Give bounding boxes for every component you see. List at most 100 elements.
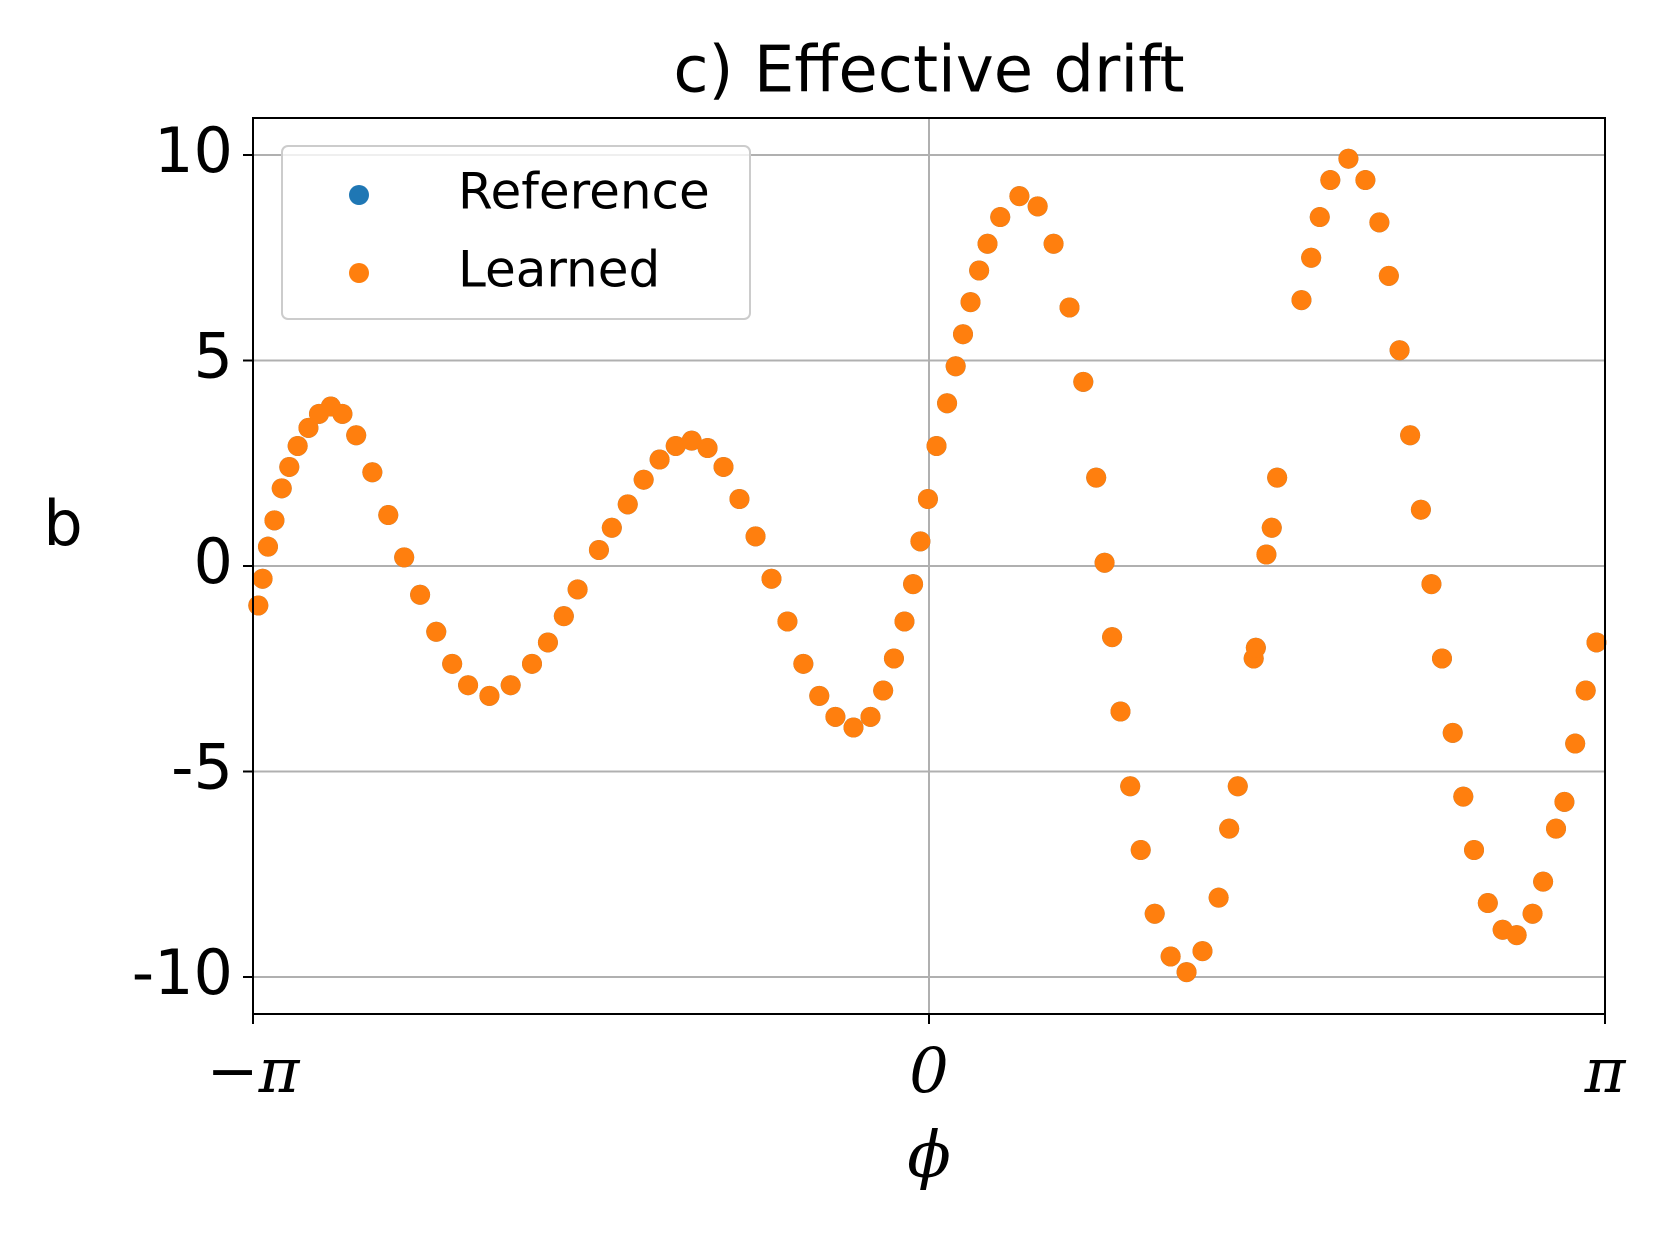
data-point [1176, 962, 1197, 983]
data-point [633, 469, 654, 490]
data-point [1464, 840, 1485, 861]
data-point [1453, 786, 1474, 807]
data-point [1522, 903, 1543, 924]
data-point [910, 531, 931, 552]
data-point [1102, 627, 1123, 648]
data-point [458, 675, 479, 696]
data-point [665, 435, 686, 456]
data-point [1586, 632, 1607, 653]
data-point [362, 462, 383, 483]
data-point [332, 403, 353, 424]
data-point [378, 505, 399, 526]
data-point [500, 675, 521, 696]
data-point [761, 568, 782, 589]
data-point [617, 494, 638, 515]
data-point [713, 456, 734, 477]
data-point [649, 449, 670, 470]
x-tick-label: π [1584, 1034, 1627, 1107]
legend-label: Learned [458, 241, 660, 299]
data-point [1144, 903, 1165, 924]
data-point [521, 653, 542, 674]
data-point [894, 611, 915, 632]
data-point [952, 324, 973, 345]
data-point [990, 207, 1011, 228]
y-axis-label: b [43, 487, 82, 560]
data-point [1554, 791, 1575, 812]
y-tick-label: 0 [194, 525, 233, 598]
legend-marker [349, 263, 369, 283]
data-point [1192, 941, 1213, 962]
data-point [1320, 170, 1341, 191]
data-point [873, 680, 894, 701]
data-point [1160, 946, 1181, 967]
data-point [1267, 467, 1288, 488]
data-point [825, 706, 846, 727]
data-point [1546, 818, 1567, 839]
data-point [537, 632, 558, 653]
data-point [1506, 925, 1527, 946]
y-tick-label: -10 [132, 936, 233, 1009]
data-point [1027, 196, 1048, 217]
data-point [1309, 207, 1330, 228]
data-point [809, 685, 830, 706]
data-point [257, 536, 278, 557]
data-point [1009, 186, 1030, 207]
data-point [394, 547, 415, 568]
data-point [969, 260, 990, 281]
data-point [1355, 170, 1376, 191]
data-point [1208, 887, 1229, 908]
data-point [1378, 265, 1399, 286]
data-point [298, 417, 319, 438]
data-point [1565, 733, 1586, 754]
data-point [601, 517, 622, 538]
data-point [553, 606, 574, 627]
data-point [479, 685, 500, 706]
data-point [1421, 574, 1442, 595]
legend-label: Reference [458, 163, 710, 221]
data-point [843, 717, 864, 738]
data-point [410, 584, 431, 605]
plot-frame [252, 117, 1606, 1015]
data-point [1227, 776, 1248, 797]
data-point [917, 489, 938, 510]
data-point [279, 456, 300, 477]
legend-box [281, 145, 751, 320]
data-point [1086, 467, 1107, 488]
data-point [1291, 290, 1312, 311]
data-point [442, 653, 463, 674]
legend-marker [349, 185, 369, 205]
data-point [426, 621, 447, 642]
data-point [1410, 499, 1431, 520]
data-point [1301, 247, 1322, 268]
data-point [1442, 722, 1463, 743]
data-point [252, 568, 273, 589]
data-point [860, 706, 881, 727]
data-point [793, 653, 814, 674]
data-point [1369, 212, 1390, 233]
data-point [1431, 648, 1452, 669]
data-point [264, 510, 285, 531]
data-point [1043, 233, 1064, 254]
data-point [945, 356, 966, 377]
data-point [271, 478, 292, 499]
x-axis-label: ϕ [907, 1119, 951, 1193]
y-tick-label: 10 [154, 114, 233, 187]
data-point [1219, 818, 1240, 839]
data-point [1389, 340, 1410, 361]
y-tick-label: -5 [171, 731, 233, 804]
data-point [745, 526, 766, 547]
data-point [937, 393, 958, 414]
data-point [567, 579, 588, 600]
data-point [697, 438, 718, 459]
data-point [977, 233, 998, 254]
data-point [960, 292, 981, 313]
data-point [903, 574, 924, 595]
data-point [1094, 552, 1115, 573]
data-point [346, 425, 367, 446]
data-point [1533, 871, 1554, 892]
data-point [681, 430, 702, 451]
data-point [1575, 680, 1596, 701]
data-point [1073, 371, 1094, 392]
x-tick-label: −π [207, 1034, 301, 1107]
